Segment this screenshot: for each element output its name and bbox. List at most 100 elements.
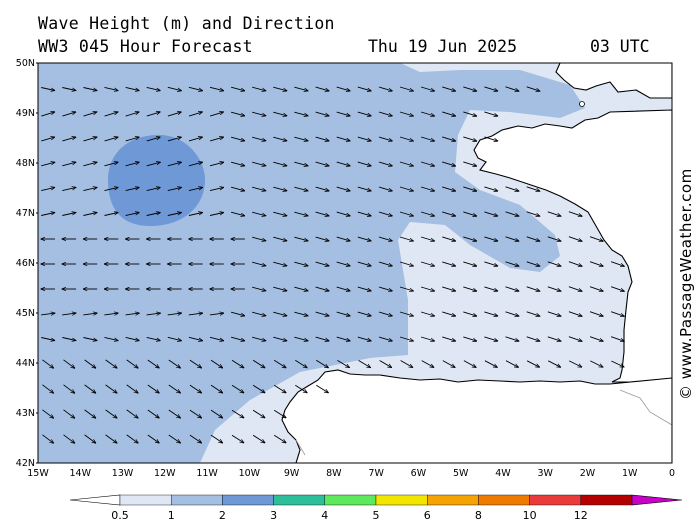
wave-arrow <box>210 434 223 443</box>
wave-arrow <box>252 336 266 341</box>
wave-arrow <box>189 409 202 418</box>
legend-label: 5 <box>373 509 380 522</box>
wave-arrow <box>252 211 266 216</box>
wave-arrow <box>273 161 287 166</box>
wave-arrow <box>463 311 476 316</box>
wave-arrow <box>146 213 161 216</box>
wave-arrow <box>84 434 96 443</box>
wave-arrow <box>610 311 624 317</box>
wave-arrow <box>230 136 245 141</box>
wave-arrow <box>104 336 119 340</box>
wave-arrow <box>420 111 434 116</box>
wave-arrow <box>167 86 182 90</box>
wave-arrow <box>146 86 161 90</box>
forecast-line: WW3 045 Hour Forecast <box>38 37 253 56</box>
wave-arrow <box>316 384 328 392</box>
wave-arrow <box>336 161 350 166</box>
wave-arrow <box>442 86 455 91</box>
wave-arrow <box>378 261 392 266</box>
wave-arrow <box>463 186 476 191</box>
wave-arrow <box>315 111 329 116</box>
wave-arrow <box>189 384 202 393</box>
wave-arrow <box>336 136 350 141</box>
wave-arrow <box>315 186 329 191</box>
legend-swatch <box>273 494 326 506</box>
wave-arrow <box>83 162 97 167</box>
wave-arrow <box>357 111 371 116</box>
wave-arrow <box>463 136 476 141</box>
wave-arrow <box>252 161 266 166</box>
wave-arrow <box>399 336 413 341</box>
wave-arrow <box>273 236 287 241</box>
wave-arrow <box>273 359 286 368</box>
wave-arrow <box>105 384 117 393</box>
wave-arrow <box>399 311 413 316</box>
wave-arrow <box>526 211 540 216</box>
wave-arrow <box>378 311 392 316</box>
wave-arrow <box>505 261 519 266</box>
wave-arrow <box>41 137 54 142</box>
legend-label: 4 <box>321 509 328 522</box>
wave-arrow <box>105 409 117 418</box>
wave-arrow <box>188 86 203 90</box>
wave-arrow <box>210 409 223 418</box>
wave-arrow <box>294 236 308 241</box>
wave-arrow <box>104 187 119 192</box>
lon-label: 13W <box>112 468 134 479</box>
wave-arrow <box>357 286 371 291</box>
latitude-labels: 50N 49N 48N 47N 46N 45N 44N 43N 42N <box>16 58 38 469</box>
wave-arrow <box>378 136 392 141</box>
wave-arrow <box>146 336 161 340</box>
wave-arrow <box>230 336 245 341</box>
wave-arrow <box>167 213 182 216</box>
wave-arrow <box>125 187 140 192</box>
wave-arrow <box>378 236 392 241</box>
wave-arrow <box>41 112 54 117</box>
lon-label: 15W <box>27 468 49 479</box>
wave-arrow <box>315 261 329 266</box>
legend-swatch <box>324 494 377 506</box>
wave-arrow <box>484 211 497 216</box>
legend-label: 2 <box>219 509 226 522</box>
wave-arrow <box>41 313 55 315</box>
wave-arrow <box>209 112 223 117</box>
longitude-labels: 15W 14W 13W 12W 11W 10W 9W 8W 7W 6W 5W 4W 3W 2W 1W 0 <box>27 468 675 479</box>
wave-arrow <box>273 261 287 266</box>
wave-arrow <box>400 360 413 368</box>
wave-arrow <box>210 384 223 393</box>
wave-arrow <box>568 236 582 242</box>
wave-arrow <box>505 286 519 291</box>
wave-arrow <box>125 112 139 117</box>
wave-arrow <box>230 186 245 191</box>
wave-arrow <box>399 86 413 91</box>
wave-arrow <box>505 186 519 191</box>
wave-arrow <box>252 311 266 316</box>
wave-arrow <box>357 136 371 141</box>
wave-arrow <box>125 137 139 142</box>
wave-arrow <box>357 336 371 341</box>
wave-arrow <box>252 236 266 241</box>
legend-swatch <box>375 494 428 506</box>
wave-arrow <box>230 86 245 91</box>
wave-arrow <box>41 337 55 341</box>
wave-arrow <box>167 187 182 192</box>
wave-arrow <box>420 311 434 316</box>
lat-label: 46N <box>16 258 35 269</box>
wave-arrow <box>105 359 117 368</box>
wave-arrow <box>336 286 350 291</box>
wave-arrow <box>188 336 203 340</box>
wave-arrow <box>62 137 75 142</box>
wave-arrow <box>125 213 140 216</box>
lat-label: 42N <box>16 458 35 469</box>
legend-swatch <box>580 494 633 506</box>
wave-arrow <box>315 211 329 216</box>
legend-bar <box>69 494 683 506</box>
lon-label: 2W <box>580 468 596 479</box>
wave-arrow <box>420 136 434 141</box>
wave-arrow <box>126 384 138 393</box>
wave-arrow <box>526 336 540 341</box>
wave-arrow <box>357 186 371 191</box>
wave-arrow <box>484 311 497 316</box>
wave-arrow <box>547 286 561 291</box>
wave-arrow <box>505 86 519 91</box>
